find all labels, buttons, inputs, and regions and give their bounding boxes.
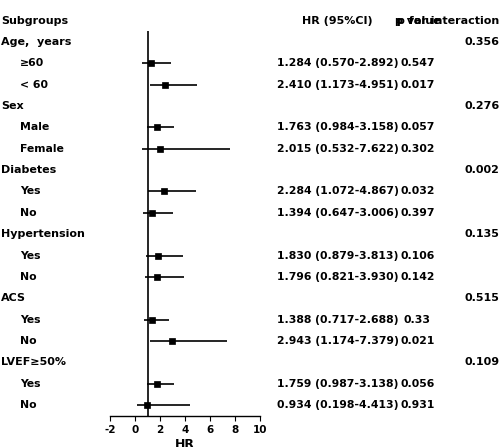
Text: 0.515: 0.515 — [464, 293, 500, 303]
Text: Age,  years: Age, years — [1, 37, 72, 47]
Text: Diabetes: Diabetes — [1, 165, 56, 175]
Text: 0.302: 0.302 — [400, 144, 435, 154]
Text: 0.33: 0.33 — [404, 315, 431, 325]
Text: ≥60: ≥60 — [20, 58, 44, 68]
Text: 0.021: 0.021 — [400, 336, 434, 346]
Text: 2.284 (1.072-4.867): 2.284 (1.072-4.867) — [276, 186, 398, 197]
Text: 1.830 (0.879-3.813): 1.830 (0.879-3.813) — [277, 250, 398, 261]
Text: No: No — [20, 208, 36, 218]
Text: 2.410 (1.173-4.951): 2.410 (1.173-4.951) — [277, 80, 398, 90]
Text: 0.397: 0.397 — [400, 208, 435, 218]
Text: 0.931: 0.931 — [400, 400, 434, 410]
Text: 0.056: 0.056 — [400, 379, 434, 389]
Text: 1.759 (0.987-3.138): 1.759 (0.987-3.138) — [277, 379, 398, 389]
Text: Yes: Yes — [20, 250, 40, 261]
Text: 0.276: 0.276 — [464, 101, 500, 111]
Text: 0.356: 0.356 — [464, 37, 500, 47]
Text: 1.796 (0.821-3.930): 1.796 (0.821-3.930) — [277, 272, 398, 282]
Text: 0.142: 0.142 — [400, 272, 435, 282]
X-axis label: HR: HR — [175, 438, 195, 447]
Text: 2.015 (0.532-7.622): 2.015 (0.532-7.622) — [276, 144, 398, 154]
Text: Yes: Yes — [20, 379, 40, 389]
Text: LVEF≥50%: LVEF≥50% — [1, 357, 66, 367]
Text: Male: Male — [20, 122, 49, 132]
Text: No: No — [20, 272, 36, 282]
Text: 0.057: 0.057 — [400, 122, 434, 132]
Text: Subgroups: Subgroups — [1, 16, 68, 25]
Text: 0.135: 0.135 — [464, 229, 500, 239]
Text: No: No — [20, 336, 36, 346]
Text: Sex: Sex — [1, 101, 24, 111]
Text: HR (95%CI): HR (95%CI) — [302, 16, 373, 25]
Text: 0.032: 0.032 — [400, 186, 435, 197]
Text: 1.284 (0.570-2.892): 1.284 (0.570-2.892) — [277, 58, 398, 68]
Text: Yes: Yes — [20, 186, 40, 197]
Text: 0.547: 0.547 — [400, 58, 435, 68]
Text: No: No — [20, 400, 36, 410]
Text: 0.106: 0.106 — [400, 250, 434, 261]
Text: Female: Female — [20, 144, 64, 154]
Text: p for interaction: p for interaction — [397, 16, 500, 25]
Text: 1.388 (0.717-2.688): 1.388 (0.717-2.688) — [277, 315, 398, 325]
Text: 0.017: 0.017 — [400, 80, 434, 90]
Text: 2.943 (1.174-7.379): 2.943 (1.174-7.379) — [276, 336, 398, 346]
Text: 1.763 (0.984-3.158): 1.763 (0.984-3.158) — [277, 122, 398, 132]
Text: < 60: < 60 — [20, 80, 48, 90]
Text: 0.109: 0.109 — [464, 357, 500, 367]
Text: Hypertension: Hypertension — [1, 229, 85, 239]
Text: 0.934 (0.198-4.413): 0.934 (0.198-4.413) — [277, 400, 398, 410]
Text: 0.002: 0.002 — [464, 165, 500, 175]
Text: Yes: Yes — [20, 315, 40, 325]
Text: ACS: ACS — [1, 293, 26, 303]
Text: p value: p value — [394, 16, 440, 25]
Text: 1.394 (0.647-3.006): 1.394 (0.647-3.006) — [276, 208, 398, 218]
